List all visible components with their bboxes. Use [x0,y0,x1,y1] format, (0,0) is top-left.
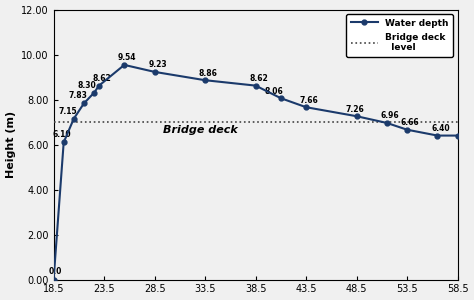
Water depth [303,105,309,109]
Water depth [404,128,410,131]
Text: 6.96: 6.96 [381,112,399,121]
Text: 9.54: 9.54 [118,53,137,62]
Water depth [121,63,127,67]
Text: 8.62: 8.62 [92,74,111,83]
Water depth [61,140,66,144]
Line: Water depth: Water depth [51,62,460,282]
Water depth [202,78,208,82]
Text: 6.66: 6.66 [401,118,419,127]
Water depth [81,102,87,105]
Text: Bridge deck: Bridge deck [163,125,237,135]
Text: 6.40: 6.40 [431,124,450,133]
Text: 8.06: 8.06 [264,87,283,96]
Water depth [96,84,102,87]
Water depth [51,278,56,281]
Water depth [253,84,258,87]
Water depth [435,134,440,137]
Text: 8.86: 8.86 [199,69,218,78]
Text: 8.30: 8.30 [78,81,96,90]
Water depth [384,121,390,125]
Water depth [278,96,284,100]
Water depth [354,114,359,118]
Text: 7.15: 7.15 [58,107,77,116]
Text: 8.62: 8.62 [249,74,268,83]
Legend: Water depth, Bridge deck
  level: Water depth, Bridge deck level [346,14,453,57]
Text: 7.66: 7.66 [300,96,319,105]
Water depth [152,70,157,74]
Text: 0.0: 0.0 [48,267,62,276]
Y-axis label: Height (m): Height (m) [6,111,16,178]
Text: 7.26: 7.26 [345,105,364,114]
Water depth [455,134,460,137]
Water depth [91,91,97,94]
Text: 9.23: 9.23 [148,60,167,69]
Text: 7.83: 7.83 [68,92,87,100]
Water depth [71,117,77,121]
Text: 6.10: 6.10 [52,130,71,139]
